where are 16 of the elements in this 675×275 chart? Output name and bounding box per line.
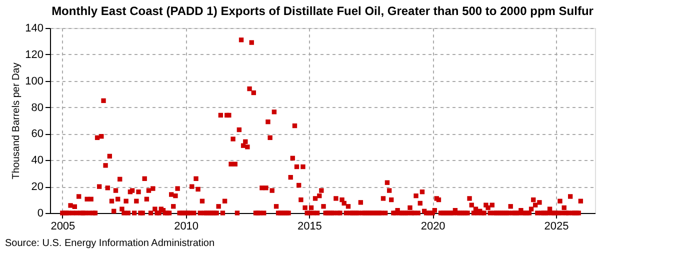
y-tick-label: 0 [37, 208, 44, 220]
x-tick-label: 2005 [50, 220, 76, 232]
chart-title: Monthly East Coast (PADD 1) Exports of Distillate Fuel Oil, Greater than 500 to 2000 ppm Sulfur [52, 4, 594, 18]
x-tick-label: 2015 [297, 220, 322, 232]
source-note: Source: U.S. Energy Information Administration [5, 238, 215, 249]
y-tick-label: 80 [31, 102, 44, 114]
x-tick-label: 2020 [420, 220, 446, 232]
y-tick-label: 40 [31, 154, 44, 167]
x-tick-label: 2025 [544, 220, 569, 232]
y-tick-label: 60 [31, 128, 44, 140]
x-tick-label: 2010 [174, 220, 199, 232]
y-tick-label: 100 [25, 75, 44, 88]
y-tick-label: 20 [31, 181, 44, 194]
y-tick-label: 120 [25, 48, 44, 61]
y-axis-title: Thousand Barrels per Day [11, 62, 22, 180]
y-tick-label: 140 [25, 22, 44, 34]
